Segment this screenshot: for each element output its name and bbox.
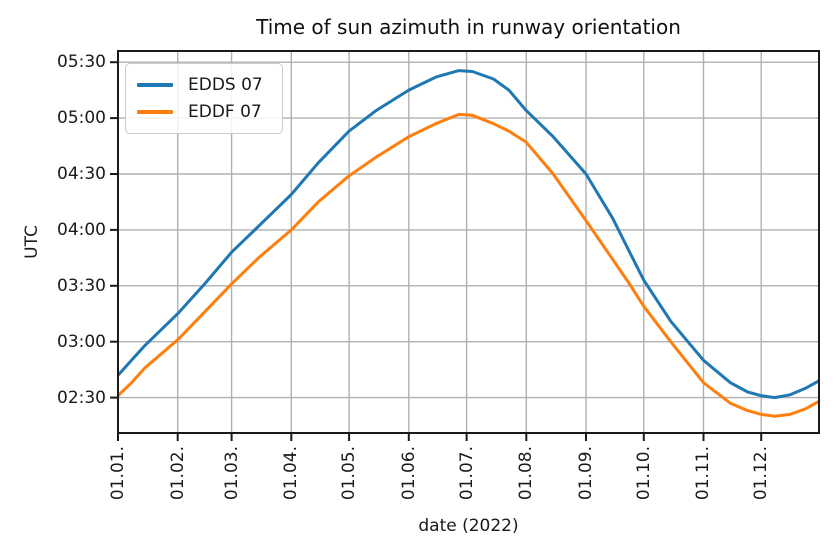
y-tick-label: 02:30 — [57, 388, 106, 408]
legend-line-swatch-icon — [137, 83, 173, 88]
x-axis-label: date (2022) — [418, 516, 519, 536]
y-tick-label: 04:00 — [57, 220, 106, 240]
x-tick-label: 01.11. — [693, 446, 713, 501]
x-tick-label: 01.08. — [516, 446, 536, 501]
axes-spines — [117, 50, 820, 434]
x-tick-label: 01.12. — [751, 446, 771, 501]
chart-title: Time of sun azimuth in runway orientatio… — [256, 15, 681, 39]
x-tick-label: 01.10. — [634, 446, 654, 501]
x-tick-label: 01.07. — [457, 446, 477, 501]
x-tick-label: 01.06. — [399, 446, 419, 501]
legend-label: EDDF 07 — [188, 101, 262, 122]
x-tick-label: 01.02. — [168, 446, 188, 501]
x-tick-label: 01.05. — [339, 446, 359, 501]
legend: EDDS 07 EDDF 07 — [125, 63, 283, 134]
x-tick-label: 01.01. — [108, 446, 128, 501]
legend-item: EDDS 07 — [137, 75, 271, 95]
series-line-edds-07 — [116, 69, 820, 400]
x-tick-label: 01.04. — [281, 446, 301, 501]
y-tick-label: 03:30 — [57, 276, 106, 296]
y-tick-label: 05:00 — [57, 108, 106, 128]
x-tick-label: 01.03. — [222, 446, 242, 501]
legend-line-swatch-icon — [137, 109, 173, 114]
y-tick-label: 03:00 — [57, 332, 106, 352]
legend-label: EDDS 07 — [188, 75, 263, 96]
legend-item: EDDF 07 — [137, 102, 271, 122]
y-tick-label: 04:30 — [57, 164, 106, 184]
series-line-eddf-07 — [116, 112, 820, 418]
y-tick-label: 05:30 — [57, 52, 106, 72]
x-tick-label: 01.09. — [576, 446, 596, 501]
